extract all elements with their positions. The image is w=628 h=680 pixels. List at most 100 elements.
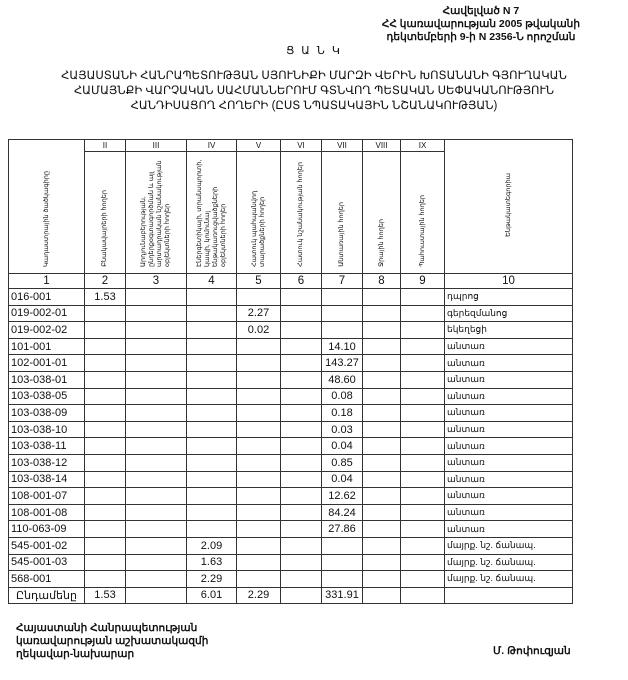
area-value xyxy=(125,553,187,572)
area-value: 27.86 xyxy=(321,520,363,538)
table-row: 545-001-02 2.09 մայրք. նշ. ճանապ. xyxy=(8,536,573,555)
roman-numeral: IV xyxy=(186,139,237,152)
roman-numeral: VIII xyxy=(362,139,401,152)
column-number: 7 xyxy=(321,273,363,289)
area-value xyxy=(125,586,187,605)
header-label: Արդյունաբերության, ընդերքօգտագործման և ա… xyxy=(140,160,171,267)
cadastral-code: 103-038-10 xyxy=(8,420,85,439)
cadastral-code: 016-001 xyxy=(8,288,85,306)
cadastral-code: 545-001-03 xyxy=(8,553,85,572)
area-value: 14.10 xyxy=(321,337,363,356)
area-value xyxy=(84,420,126,439)
annex-reference: Հավելված N 7 ՀՀ կառավարության 2005 թվակա… xyxy=(382,5,580,44)
area-value: 331.91 xyxy=(321,586,363,605)
header-cell: Կադաստրային ծածկագիրը xyxy=(8,139,85,274)
header-label: Ենթակատեգորիա xyxy=(504,173,512,237)
subcategory: անտառ xyxy=(444,387,573,406)
area-value xyxy=(280,437,322,455)
area-value xyxy=(400,437,445,455)
area-value: 84.24 xyxy=(321,503,363,522)
area-value xyxy=(186,453,237,472)
area-value xyxy=(186,288,237,306)
signatory-line: կառավարության աշխատակազմի xyxy=(16,635,209,647)
area-value: 48.60 xyxy=(321,370,363,389)
area-value xyxy=(400,321,445,339)
column-number: 8 xyxy=(362,273,401,289)
area-value: 0.02 xyxy=(236,321,281,339)
area-value xyxy=(280,586,322,605)
cadastral-code: 108-001-08 xyxy=(8,503,85,522)
area-value xyxy=(186,470,237,489)
area-value xyxy=(186,487,237,505)
area-value xyxy=(362,586,401,605)
area-value xyxy=(280,370,322,389)
area-value xyxy=(84,487,126,505)
subtitle-line: ՀԱՆԴԻՍԱՑՈՂ ՀՈՂԵՐԻ (ԸՍՏ ՆՊԱՏԱԿԱՅԻՆ ՆՇԱՆԱԿ… xyxy=(130,100,498,112)
area-value xyxy=(362,370,401,389)
header-label: Կադաստրային ծածկագիրը xyxy=(42,171,50,267)
area-value xyxy=(236,453,281,472)
area-value xyxy=(186,370,237,389)
subcategory: մայրք. նշ. ճանապ. xyxy=(444,536,573,555)
area-value xyxy=(400,553,445,572)
area-value xyxy=(400,487,445,505)
document-title: Ց Ա Ն Կ xyxy=(286,45,342,57)
cadastral-code: 545-001-02 xyxy=(8,536,85,555)
area-value xyxy=(362,420,401,439)
signatory-line: Հայաստանի Հանրապետության xyxy=(16,622,198,634)
area-value: 1.53 xyxy=(84,586,126,605)
area-value xyxy=(321,288,363,306)
cadastral-code: 108-001-07 xyxy=(8,487,85,505)
subcategory: անտառ xyxy=(444,453,573,472)
area-value xyxy=(125,437,187,455)
table-row: 019-002-01 2.27 գերեզմանոց xyxy=(8,304,573,323)
roman-numeral: IX xyxy=(400,139,445,152)
area-value: 6.01 xyxy=(186,586,237,605)
document-subtitle: ՀԱՅԱՍՏԱՆԻ ՀԱՆՐԱՊԵՏՈՒԹՅԱՆ ՍՅՈՒՆԻՔԻ ՄԱՐԶԻ … xyxy=(0,69,628,114)
header-cell: Հատուկ նշանակության հողեր xyxy=(280,151,322,274)
area-value xyxy=(280,321,322,339)
area-value xyxy=(362,553,401,572)
area-value xyxy=(400,370,445,389)
area-value xyxy=(400,304,445,323)
annex-number: Հավելված N 7 xyxy=(442,5,520,17)
area-value xyxy=(84,304,126,323)
header-label: Պահուստային հողեր xyxy=(418,195,426,267)
cadastral-code: 110-063-09 xyxy=(8,520,85,538)
area-value xyxy=(236,337,281,356)
area-value xyxy=(362,288,401,306)
area-value xyxy=(125,387,187,406)
area-value xyxy=(186,404,237,422)
cadastral-code: 103-038-14 xyxy=(8,470,85,489)
area-value xyxy=(321,321,363,339)
header-label: Անտառային հողեր xyxy=(338,202,345,267)
area-value: 2.29 xyxy=(236,586,281,605)
area-value xyxy=(362,337,401,356)
subcategory: անտառ xyxy=(444,487,573,505)
table-row: 103-038-12 0.85 անտառ xyxy=(8,453,573,472)
area-value: 0.18 xyxy=(321,404,363,422)
area-value xyxy=(125,420,187,439)
subtitle-line: ՀԱՅԱՍՏԱՆԻ ՀԱՆՐԱՊԵՏՈՒԹՅԱՆ ՍՅՈՒՆԻՔԻ ՄԱՐԶԻ … xyxy=(61,70,567,82)
cadastral-code: 568-001 xyxy=(8,570,85,588)
area-value xyxy=(186,520,237,538)
column-number: 4 xyxy=(186,273,237,289)
area-value xyxy=(84,437,126,455)
cadastral-code: 103-038-09 xyxy=(8,404,85,422)
area-value xyxy=(280,354,322,372)
column-number: 6 xyxy=(280,273,322,289)
header-cell: Անտառային հողեր xyxy=(321,151,363,274)
subcategory xyxy=(444,586,573,605)
area-value xyxy=(186,437,237,455)
area-value xyxy=(280,453,322,472)
column-number: 2 xyxy=(84,273,126,289)
area-value: 2.29 xyxy=(186,570,237,588)
roman-numeral: III xyxy=(125,139,187,152)
header-cell: Հատուկ պահպանվող տարածքների հողեր xyxy=(236,151,281,274)
signatory-line: ղեկավար-նախարար xyxy=(16,648,135,660)
subcategory: անտառ xyxy=(444,437,573,455)
column-number: 3 xyxy=(125,273,187,289)
cadastral-code: 103-038-01 xyxy=(8,370,85,389)
subcategory: անտառ xyxy=(444,520,573,538)
area-value xyxy=(84,370,126,389)
